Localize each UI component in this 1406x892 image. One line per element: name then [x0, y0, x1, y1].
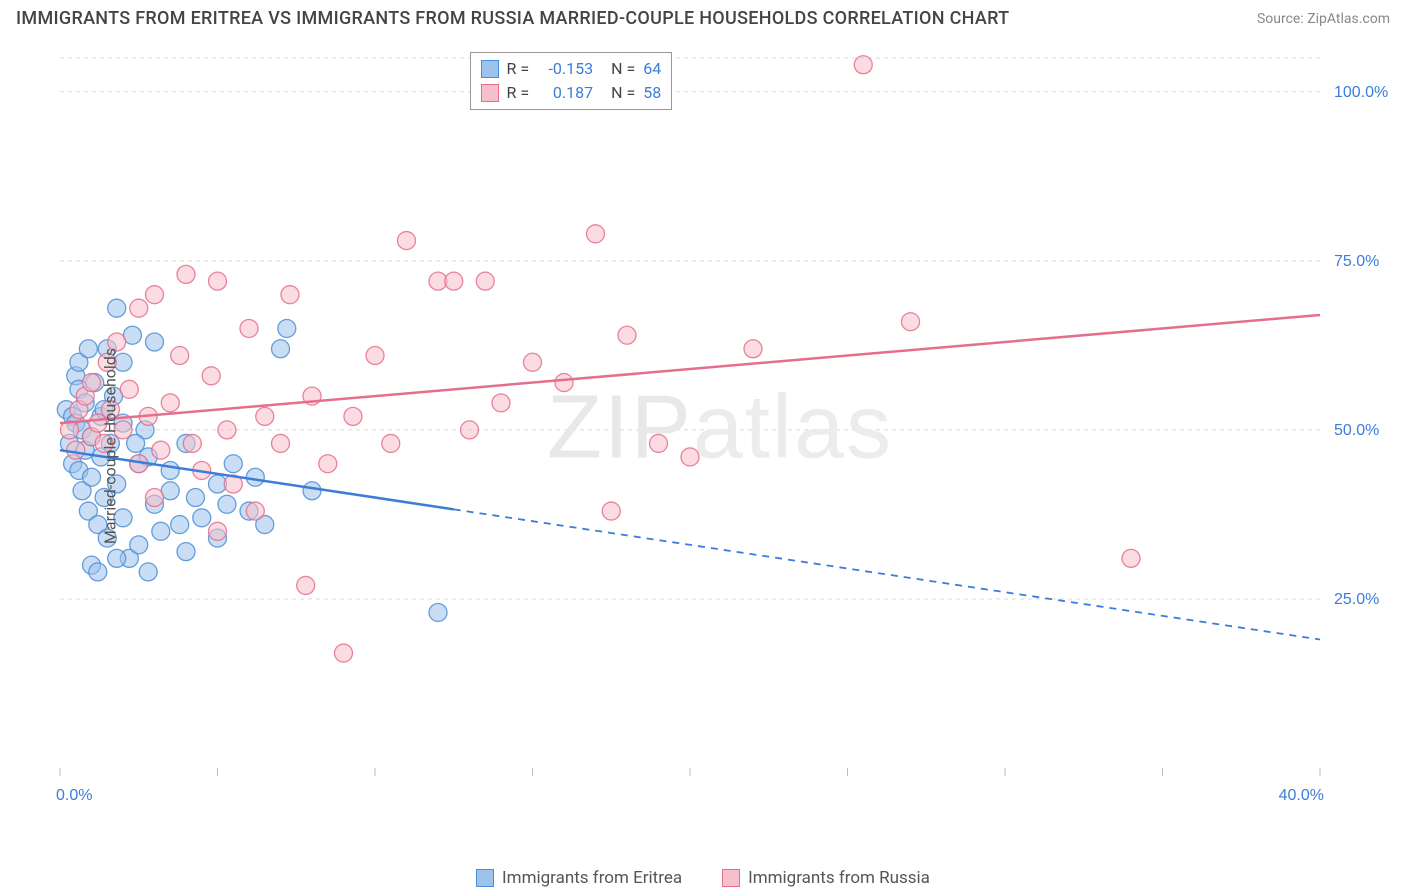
legend-n-value: 64 [643, 57, 661, 81]
y-axis-label: Married-couple Households [101, 348, 120, 544]
title-bar: IMMIGRANTS FROM ERITREA VS IMMIGRANTS FR… [0, 0, 1406, 33]
svg-text:40.0%: 40.0% [1279, 787, 1324, 804]
svg-text:75.0%: 75.0% [1334, 253, 1379, 270]
legend-row: R = 0.187 N = 58 [481, 81, 662, 105]
legend-n-value: 58 [643, 81, 661, 105]
legend-swatch [481, 60, 499, 78]
legend-r-value: 0.187 [537, 81, 593, 105]
legend-n-label: N = [611, 57, 635, 81]
legend-r-label: R = [507, 57, 530, 81]
legend-swatch [481, 84, 499, 102]
bottom-legend-item: Immigrants from Eritrea [476, 868, 682, 888]
scatter-chart: 25.0% 50.0% 75.0% 100.0% 0.0% 40.0% [50, 48, 1390, 808]
legend-r-value: -0.153 [537, 57, 593, 81]
svg-text:25.0%: 25.0% [1334, 591, 1379, 608]
legend-row: R = -0.153 N = 64 [481, 57, 662, 81]
source-label: Source: ZipAtlas.com [1257, 11, 1390, 27]
chart-area: ZIPatlas 25.0%50.0%75.0%100.0%0.0%40.0% [50, 48, 1390, 808]
correlation-legend: R = -0.153 N = 64 R = 0.187 N = 58 [470, 52, 673, 110]
bottom-legend-item: Immigrants from Russia [722, 868, 930, 888]
bottom-legend-label: Immigrants from Russia [748, 868, 930, 888]
legend-swatch [476, 869, 494, 887]
legend-n-label: N = [611, 81, 635, 105]
legend-swatch [722, 869, 740, 887]
svg-text:100.0%: 100.0% [1334, 84, 1388, 101]
legend-r-label: R = [507, 81, 530, 105]
chart-title: IMMIGRANTS FROM ERITREA VS IMMIGRANTS FR… [16, 8, 1009, 29]
bottom-legend: Immigrants from Eritrea Immigrants from R… [0, 868, 1406, 888]
svg-text:0.0%: 0.0% [56, 787, 92, 804]
svg-text:50.0%: 50.0% [1334, 422, 1379, 439]
bottom-legend-label: Immigrants from Eritrea [502, 868, 682, 888]
